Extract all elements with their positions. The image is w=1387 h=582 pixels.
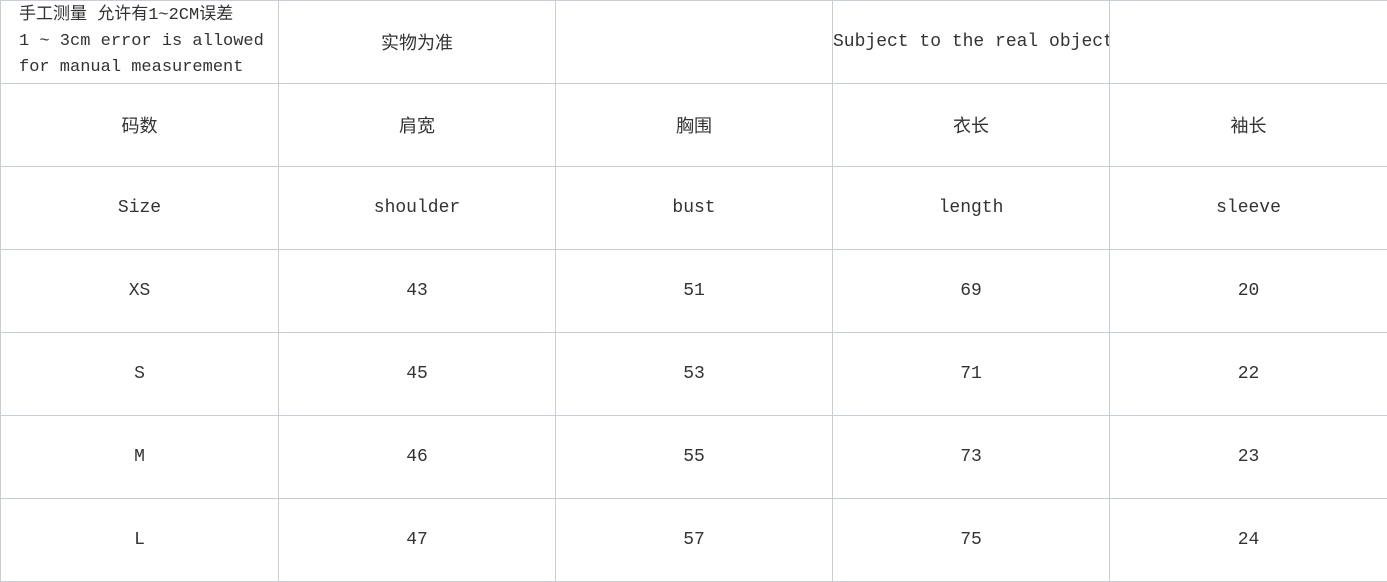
table-cell: 肩宽	[279, 84, 556, 167]
table-cell: 47	[279, 499, 556, 582]
table-cell: 20	[1110, 250, 1387, 333]
subject-note: Subject to the real object	[833, 1, 1110, 84]
table-cell: Size	[1, 167, 279, 250]
table-cell: 69	[833, 250, 1110, 333]
note-line: 手工测量 允许有1~2CM误差	[19, 3, 278, 29]
table-cell: 45	[279, 333, 556, 416]
table-cell: 24	[1110, 499, 1387, 582]
table-cell: 衣长	[833, 84, 1110, 167]
table-cell: sleeve	[1110, 167, 1387, 250]
table-cell: 22	[1110, 333, 1387, 416]
table-cell: S	[1, 333, 279, 416]
table-cell: 75	[833, 499, 1110, 582]
table-cell: 43	[279, 250, 556, 333]
table-cell: 71	[833, 333, 1110, 416]
table-cell: 胸围	[556, 84, 833, 167]
empty-cell	[556, 1, 833, 84]
table-cell: 码数	[1, 84, 279, 167]
note-cell: 手工测量 允许有1~2CM误差 1 ~ 3cm error is allowed…	[1, 1, 279, 84]
note-line: 1 ~ 3cm error is allowed	[19, 29, 278, 55]
table-cell: 73	[833, 416, 1110, 499]
note-cn: 实物为准	[279, 1, 556, 84]
table-cell: L	[1, 499, 279, 582]
table-cell: XS	[1, 250, 279, 333]
table-cell: 23	[1110, 416, 1387, 499]
table-cell: M	[1, 416, 279, 499]
table-cell: length	[833, 167, 1110, 250]
table-cell: bust	[556, 167, 833, 250]
note-line: for manual measurement	[19, 55, 278, 81]
table-cell: 46	[279, 416, 556, 499]
empty-cell	[1110, 1, 1387, 84]
table-cell: 51	[556, 250, 833, 333]
header-row: 手工测量 允许有1~2CM误差 1 ~ 3cm error is allowed…	[1, 1, 1387, 84]
table-cell: 55	[556, 416, 833, 499]
table-cell: 53	[556, 333, 833, 416]
table-cell: 袖长	[1110, 84, 1387, 167]
table-row: 码数肩宽胸围衣长袖长	[1, 84, 1387, 167]
table-cell: 57	[556, 499, 833, 582]
table-cell: shoulder	[279, 167, 556, 250]
